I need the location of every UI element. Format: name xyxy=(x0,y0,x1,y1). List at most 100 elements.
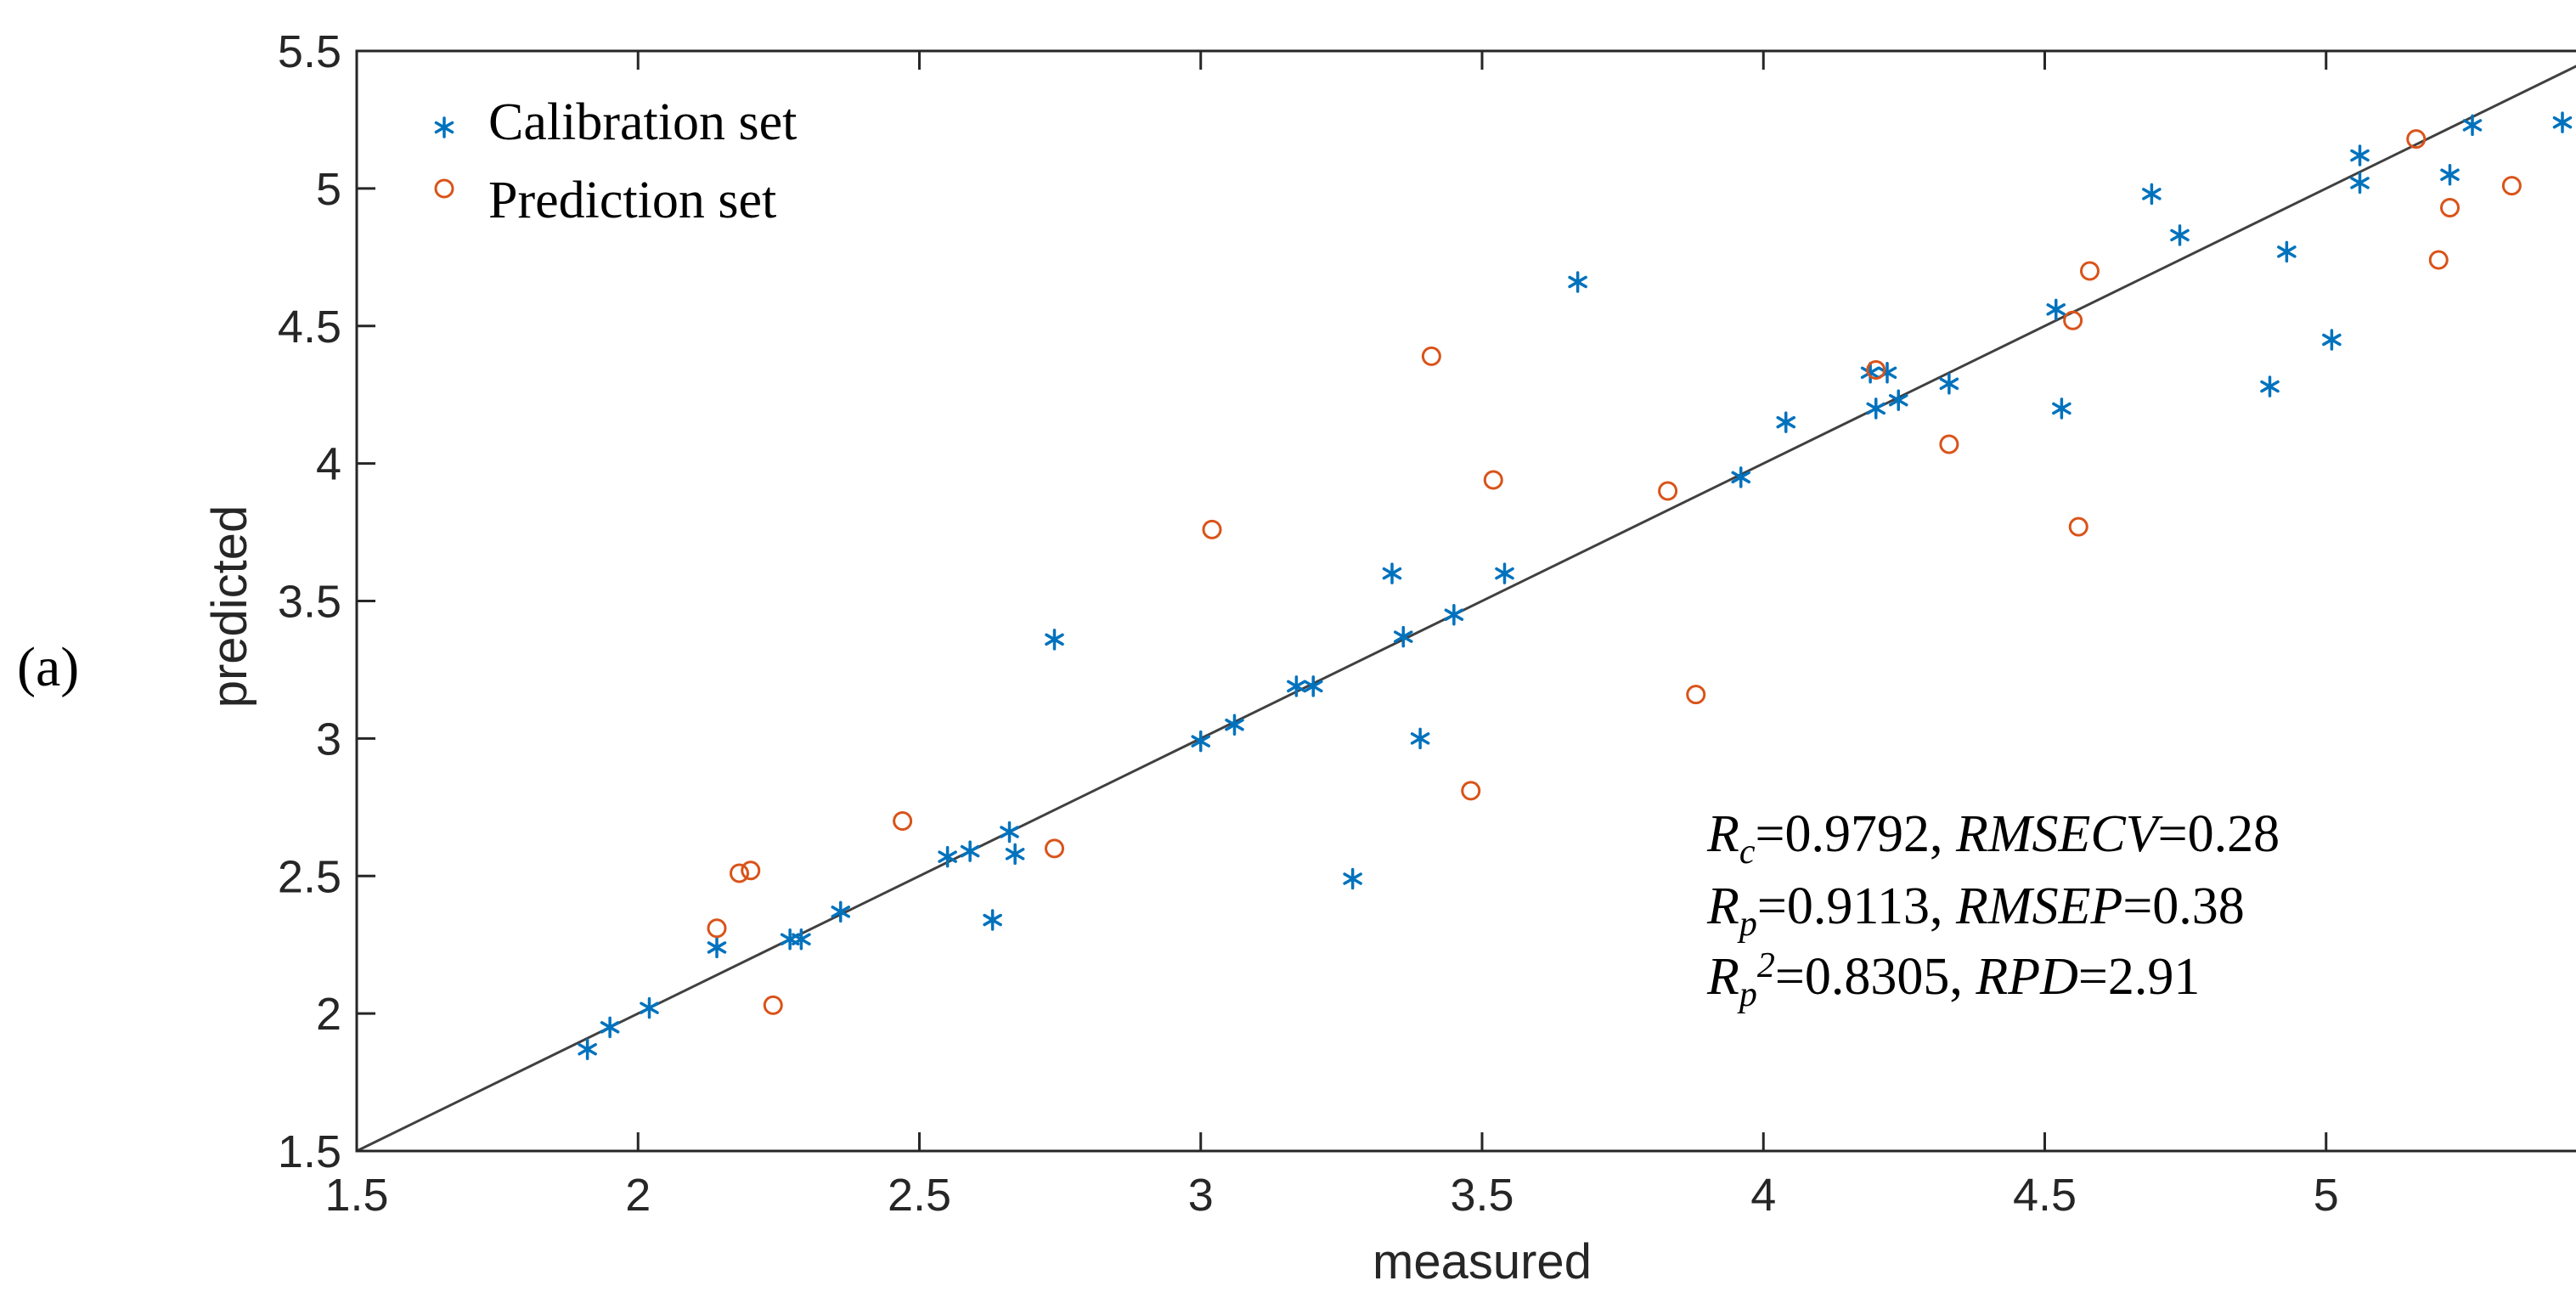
stat-r-main: R xyxy=(1706,948,1739,1006)
calibration-point xyxy=(1495,562,1514,584)
calibration-point xyxy=(2350,172,2370,195)
calibration-point xyxy=(1000,821,1019,844)
calibration-point xyxy=(2170,224,2190,246)
legend-marker-calibration xyxy=(434,116,454,138)
calibration-point xyxy=(831,900,851,923)
calibration-point xyxy=(792,928,811,951)
x-tick-label: 4.5 xyxy=(2013,1170,2077,1221)
statistics-annotation: Rc=0.9792, RMSECV=0.28 Rp=0.9113, RMSEP=… xyxy=(1706,805,2280,1014)
calibration-point xyxy=(1731,466,1751,488)
stat-metric: RPD xyxy=(1975,948,2078,1006)
calibration-point xyxy=(780,928,800,951)
stat-r-sub: p xyxy=(1737,975,1757,1014)
calibration-point xyxy=(1568,271,1587,293)
stat-metric-value: =0.38 xyxy=(2122,877,2244,935)
calibration-point xyxy=(600,1016,620,1039)
prediction-point xyxy=(763,995,783,1015)
calibration-point xyxy=(2142,183,2162,206)
x-tick-label: 4 xyxy=(1750,1170,1776,1221)
y-tick-label: 4 xyxy=(316,439,341,490)
prediction-point xyxy=(1421,346,1441,366)
prediction-point xyxy=(1483,470,1503,490)
x-tick-label: 2 xyxy=(625,1170,651,1221)
x-tick-label: 3 xyxy=(1188,1170,1214,1221)
y-tick-label: 5.5 xyxy=(278,26,341,77)
calibration-point xyxy=(1005,843,1025,866)
calibration-point xyxy=(2462,114,2483,137)
x-tick-label: 2.5 xyxy=(888,1170,951,1221)
stat-metric-value: =0.28 xyxy=(2158,805,2280,863)
prediction-point xyxy=(2440,198,2460,218)
y-tick-label: 4.5 xyxy=(278,302,341,353)
prediction-point xyxy=(1686,685,1706,705)
calibration-point xyxy=(1303,675,1323,697)
calibration-point xyxy=(1860,362,1880,384)
legend-label-prediction: Prediction set xyxy=(488,172,776,229)
prediction-point xyxy=(1866,360,1886,381)
prediction-point xyxy=(730,863,749,883)
calibration-point xyxy=(1444,603,1464,626)
calibration-point xyxy=(1191,730,1211,753)
stat-r-main: R xyxy=(1706,877,1739,935)
stat-metric: RMSEP xyxy=(1955,877,2122,935)
prediction-point xyxy=(1939,434,1959,454)
prediction-point xyxy=(2406,129,2427,150)
stat-line-r-squared: Rp2=0.8305, RPD=2.91 xyxy=(1706,946,2200,1014)
calibration-point xyxy=(640,996,659,1019)
stat-line-calibration: Rc=0.9792, RMSECV=0.28 xyxy=(1706,805,2280,872)
calibration-point xyxy=(2350,144,2370,166)
y-tick-label: 2.5 xyxy=(278,851,341,902)
calibration-point xyxy=(1939,372,1959,395)
panel-label: (a) xyxy=(17,636,79,698)
stat-r-value: =0.8305, xyxy=(1775,948,1976,1006)
legend-marker-prediction xyxy=(434,178,454,199)
data-points xyxy=(578,111,2573,1060)
y-tick-label: 5 xyxy=(316,164,341,215)
stat-r-sub: p xyxy=(1737,905,1757,944)
calibration-point xyxy=(1410,727,1430,750)
calibration-point xyxy=(2260,375,2280,398)
legend-circle-marker xyxy=(434,178,454,199)
prediction-point xyxy=(1461,781,1481,801)
prediction-point xyxy=(2080,261,2100,281)
legend-asterisk-marker xyxy=(434,116,454,138)
prediction-point xyxy=(2428,250,2449,270)
calibration-point xyxy=(578,1038,597,1060)
stat-r-main: R xyxy=(1706,805,1739,863)
calibration-point xyxy=(1382,562,1402,584)
stat-r-sup: 2 xyxy=(1757,946,1775,985)
x-tick-label: 5 xyxy=(2314,1170,2339,1221)
calibration-point xyxy=(2440,163,2460,186)
prediction-point xyxy=(1202,519,1222,539)
calibration-point xyxy=(2052,398,2072,420)
calibration-point xyxy=(960,840,980,862)
prediction-point xyxy=(2501,176,2522,196)
calibration-point xyxy=(1393,625,1413,648)
calibration-point xyxy=(1776,411,1796,433)
prediction-point xyxy=(2063,310,2083,330)
stat-r-sub: c xyxy=(1739,832,1756,872)
y-tick-label: 3.5 xyxy=(278,577,341,628)
calibration-point xyxy=(2046,298,2066,321)
calibration-point xyxy=(983,909,1002,931)
stat-r-value: =0.9792, xyxy=(1756,805,1956,863)
y-axis-label: predicted xyxy=(202,505,257,708)
stat-r-value: =0.9113, xyxy=(1757,877,1956,935)
calibration-point xyxy=(1877,362,1897,384)
y-tick-label: 1.5 xyxy=(278,1126,341,1177)
x-tick-label: 3.5 xyxy=(1450,1170,1513,1221)
calibration-point xyxy=(938,845,957,868)
calibration-point xyxy=(1343,867,1362,890)
calibration-point xyxy=(2552,111,2573,133)
prediction-point xyxy=(893,811,913,831)
reference-line-group xyxy=(356,65,2576,1153)
calibration-point xyxy=(2322,329,2342,351)
reference-line xyxy=(356,65,2576,1153)
prediction-point xyxy=(741,860,761,881)
calibration-point xyxy=(707,936,727,959)
y-tick-label: 2 xyxy=(316,989,341,1040)
legend-label-calibration: Calibration set xyxy=(488,93,797,151)
stat-metric: RMSECV xyxy=(1955,805,2163,863)
x-tick-label: 1.5 xyxy=(324,1170,388,1221)
